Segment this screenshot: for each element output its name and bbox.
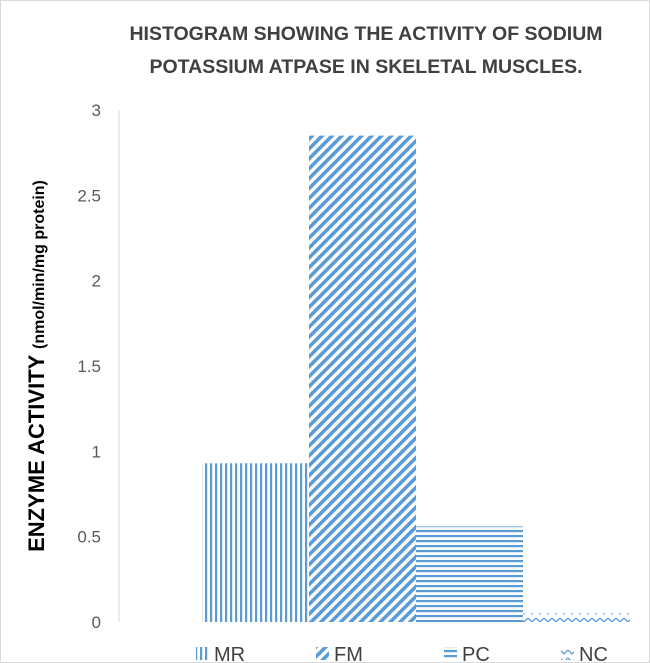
legend-label-nc: NC (579, 644, 608, 663)
bar-nc (523, 613, 630, 622)
bars (202, 135, 630, 622)
y-tick-labels: 0 0.5 1 1.5 2 2.5 3 (77, 101, 101, 632)
legend-swatch-pc (444, 647, 457, 660)
bar-pc (416, 526, 523, 622)
chart-title-line-1: HISTOGRAM SHOWING THE ACTIVITY OF SODIUM (129, 23, 602, 45)
chart-title-line-2: POTASSIUM ATPASE IN SKELETAL MUSCLES. (150, 56, 583, 78)
legend-swatch-fm (316, 647, 329, 660)
y-tick-label: 0 (92, 613, 101, 632)
y-axis-label-unit: (nmol/min/mg protein) (31, 180, 48, 349)
bar-mr (202, 463, 309, 622)
legend-swatch-mr (196, 647, 209, 660)
legend-label-fm: FM (334, 644, 363, 663)
y-tick-label: 0.5 (77, 528, 101, 547)
y-tick-label: 1.5 (77, 357, 101, 376)
legend: MR FM PC NC (196, 644, 608, 663)
y-tick-label: 3 (92, 101, 101, 120)
y-tick-label: 2 (92, 272, 101, 291)
y-tick-label: 2.5 (77, 186, 101, 205)
bar-fm (309, 135, 416, 622)
legend-label-pc: PC (462, 644, 490, 663)
legend-label-mr: MR (214, 644, 245, 663)
y-tick-label: 1 (92, 442, 101, 461)
y-axis-label-main: ENZYME ACTIVITY (24, 349, 49, 552)
y-axis-label: ENZYME ACTIVITY (nmol/min/mg protein) (24, 180, 49, 552)
legend-swatch-nc (561, 647, 574, 660)
